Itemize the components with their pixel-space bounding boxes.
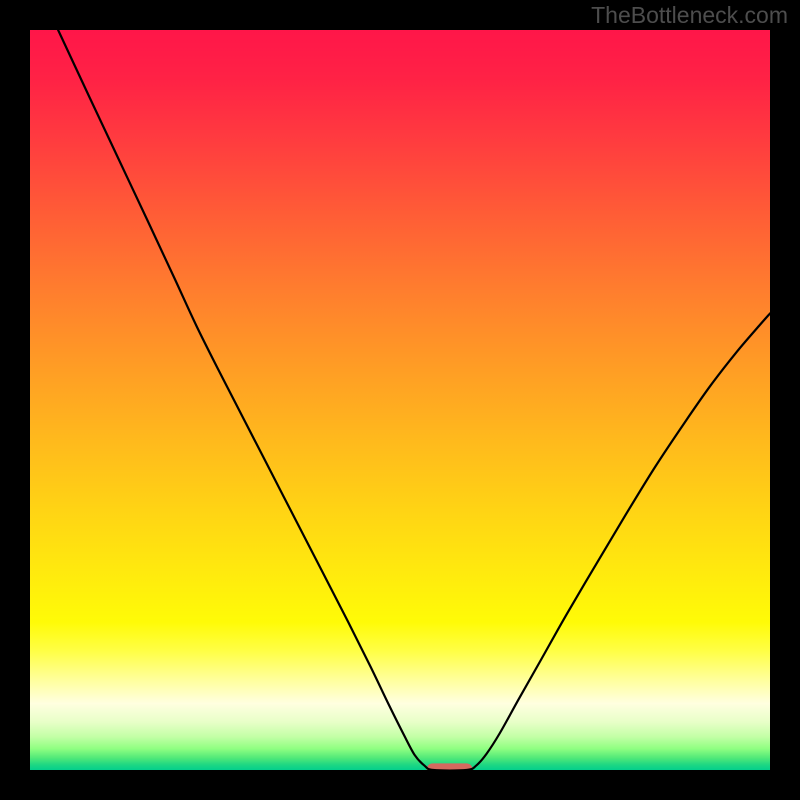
plot-background-gradient bbox=[30, 30, 770, 770]
bottleneck-chart bbox=[0, 0, 800, 800]
chart-frame: { "watermark": { "text": "TheBottleneck.… bbox=[0, 0, 800, 800]
watermark-text: TheBottleneck.com bbox=[591, 2, 788, 29]
